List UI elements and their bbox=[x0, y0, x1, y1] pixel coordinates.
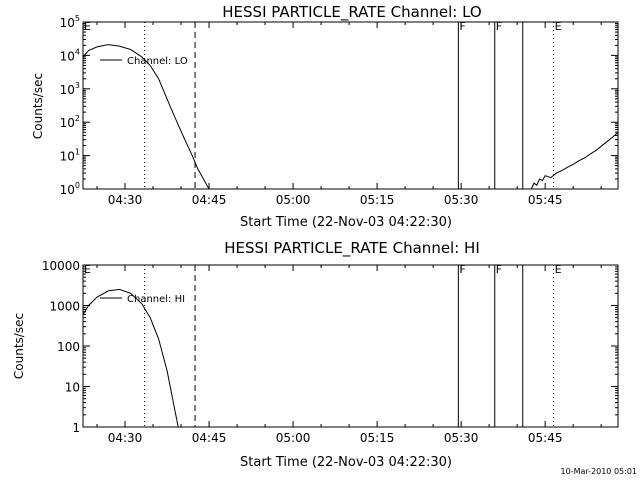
x-tick-label-1: 04:45 bbox=[192, 193, 227, 207]
y-tick-label-5: 105 bbox=[60, 14, 80, 30]
data-series bbox=[82, 44, 619, 190]
marker-label-1: F bbox=[459, 263, 465, 276]
x-tick-label-0: 04:30 bbox=[108, 193, 143, 207]
x-tick-label-3: 05:15 bbox=[360, 193, 395, 207]
generation-timestamp: 10-Mar-2010 05:01 bbox=[561, 467, 638, 476]
x-tick-label-3: 05:15 bbox=[360, 431, 395, 445]
x-tick-label-2: 05:00 bbox=[276, 431, 311, 445]
y-tick-label-3: 1000 bbox=[49, 300, 80, 314]
y-tick-label-4: 104 bbox=[60, 47, 80, 63]
marker-label-2: F bbox=[496, 263, 502, 276]
panel-hi: HESSI PARTICLE_RATE Channel: HI E F F E 04:… bbox=[12, 239, 619, 470]
y-tick-label-2: 102 bbox=[60, 114, 80, 130]
marker-label-3: E bbox=[555, 263, 562, 276]
y-axis-ticks: 1 10 100 1000 10000 bbox=[42, 259, 618, 435]
y-axis-label: Counts/sec bbox=[31, 73, 45, 139]
vertical-markers bbox=[144, 265, 555, 427]
legend-label: Channel: HI bbox=[127, 294, 185, 305]
x-tick-label-4: 05:30 bbox=[444, 193, 479, 207]
y-axis-ticks: 100 101 102 103 104 105 bbox=[60, 14, 618, 197]
y-axis-label: Counts/sec bbox=[12, 313, 26, 379]
marker-label-0: E bbox=[84, 20, 91, 33]
data-series bbox=[82, 288, 179, 428]
vertical-markers bbox=[144, 22, 555, 189]
x-tick-label-1: 04:45 bbox=[192, 431, 227, 445]
x-tick-label-2: 05:00 bbox=[276, 193, 311, 207]
y-tick-label-2: 100 bbox=[57, 340, 80, 354]
y-tick-label-3: 103 bbox=[60, 81, 80, 97]
x-tick-label-4: 05:30 bbox=[444, 431, 479, 445]
legend: Channel: HI bbox=[100, 294, 185, 305]
legend: Channel: LO bbox=[100, 56, 188, 67]
series-segment-0 bbox=[82, 44, 210, 190]
marker-label-2: F bbox=[496, 20, 502, 33]
y-tick-label-1: 101 bbox=[60, 148, 80, 164]
legend-label: Channel: LO bbox=[127, 56, 188, 67]
series-segment-0 bbox=[82, 288, 179, 428]
marker-label-1: F bbox=[459, 20, 465, 33]
y-tick-label-4: 10000 bbox=[42, 259, 80, 273]
y-tick-label-1: 10 bbox=[65, 381, 80, 395]
marker-label-0: E bbox=[84, 263, 91, 276]
x-axis-ticks: 04:30 04:45 05:00 05:15 05:30 05:45 bbox=[96, 22, 602, 207]
panel-lo: HESSI PARTICLE_RATE Channel: LO E F F E 04:… bbox=[31, 3, 619, 230]
chart-title: HESSI PARTICLE_RATE Channel: LO bbox=[222, 3, 481, 22]
x-tick-label-0: 04:30 bbox=[108, 431, 143, 445]
plot-frame bbox=[82, 21, 619, 190]
x-tick-label-5: 05:45 bbox=[528, 431, 563, 445]
series-segment-1 bbox=[530, 131, 619, 190]
x-axis-ticks: 04:30 04:45 05:00 05:15 05:30 05:45 bbox=[96, 265, 602, 445]
marker-label-3: E bbox=[555, 20, 562, 33]
plot-frame bbox=[82, 264, 619, 428]
x-axis-label: Start Time (22-Nov-03 04:22:30) bbox=[240, 455, 452, 470]
x-axis-label: Start Time (22-Nov-03 04:22:30) bbox=[240, 215, 452, 230]
x-tick-label-5: 05:45 bbox=[528, 193, 563, 207]
y-tick-label-0: 1 bbox=[72, 421, 80, 435]
y-tick-label-0: 100 bbox=[60, 181, 80, 197]
chart-title: HESSI PARTICLE_RATE Channel: HI bbox=[224, 239, 480, 258]
